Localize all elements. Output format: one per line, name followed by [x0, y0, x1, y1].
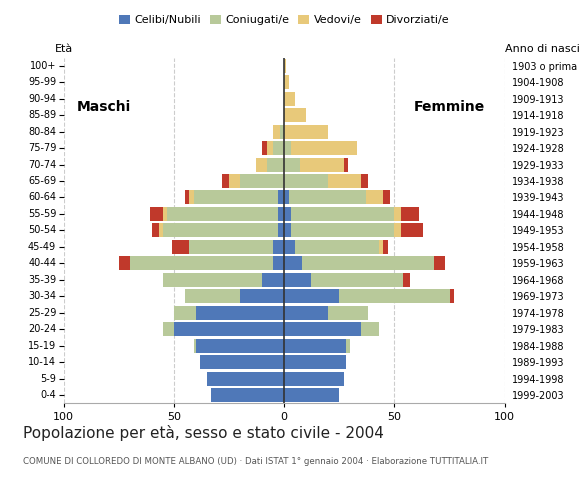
Bar [256, 157, 267, 171]
Text: Maschi: Maschi [77, 100, 130, 114]
Bar [284, 322, 361, 336]
Bar [311, 273, 403, 287]
Bar [163, 223, 278, 238]
Bar [163, 207, 168, 221]
Bar [194, 191, 278, 204]
Bar [284, 338, 346, 353]
Bar [450, 289, 454, 303]
Bar [278, 223, 284, 238]
Bar [119, 256, 130, 270]
Bar [196, 306, 284, 320]
Legend: Celibi/Nubili, Coniugati/e, Vedovi/e, Divorziati/e: Celibi/Nubili, Coniugati/e, Vedovi/e, Di… [119, 15, 450, 25]
Bar [174, 306, 196, 320]
Bar [130, 256, 273, 270]
Bar [300, 157, 344, 171]
Bar [212, 388, 284, 402]
Bar [185, 289, 240, 303]
Bar [284, 240, 295, 254]
Bar [394, 207, 401, 221]
Bar [207, 372, 284, 385]
Text: Femmine: Femmine [414, 100, 485, 114]
Bar [194, 338, 196, 353]
Bar [273, 256, 284, 270]
Bar [280, 125, 284, 139]
Bar [284, 388, 339, 402]
Bar [284, 157, 300, 171]
Bar [284, 273, 311, 287]
Bar [229, 174, 240, 188]
Bar [344, 157, 348, 171]
Bar [278, 191, 284, 204]
Bar [394, 223, 401, 238]
Bar [262, 273, 284, 287]
Bar [401, 207, 419, 221]
Bar [302, 256, 434, 270]
Bar [284, 372, 344, 385]
Bar [295, 240, 379, 254]
Bar [346, 338, 350, 353]
Bar [383, 240, 388, 254]
Bar [284, 174, 328, 188]
Bar [278, 207, 284, 221]
Bar [201, 355, 284, 369]
Bar [291, 223, 394, 238]
Bar [361, 322, 379, 336]
Bar [401, 223, 423, 238]
Bar [284, 141, 291, 155]
Text: COMUNE DI COLLOREDO DI MONTE ALBANO (UD) · Dati ISTAT 1° gennaio 2004 · Elaboraz: COMUNE DI COLLOREDO DI MONTE ALBANO (UD)… [23, 457, 488, 466]
Bar [284, 355, 346, 369]
Bar [174, 322, 284, 336]
Bar [190, 240, 273, 254]
Bar [223, 174, 229, 188]
Bar [152, 223, 158, 238]
Bar [403, 273, 410, 287]
Bar [284, 108, 306, 122]
Bar [267, 141, 273, 155]
Bar [289, 191, 366, 204]
Bar [163, 273, 262, 287]
Bar [267, 157, 284, 171]
Bar [284, 59, 287, 73]
Bar [240, 174, 284, 188]
Bar [291, 207, 394, 221]
Bar [284, 191, 289, 204]
Bar [284, 289, 339, 303]
Bar [168, 207, 278, 221]
Bar [383, 191, 390, 204]
Bar [284, 75, 289, 89]
Bar [150, 207, 163, 221]
Bar [196, 338, 284, 353]
Bar [339, 289, 450, 303]
Bar [291, 141, 357, 155]
Bar [284, 125, 328, 139]
Text: Età: Età [55, 44, 73, 54]
Bar [366, 191, 383, 204]
Bar [185, 191, 190, 204]
Bar [284, 207, 291, 221]
Bar [190, 191, 194, 204]
Bar [158, 223, 163, 238]
Bar [328, 306, 368, 320]
Text: Popolazione per età, sesso e stato civile - 2004: Popolazione per età, sesso e stato civil… [23, 425, 384, 441]
Bar [361, 174, 368, 188]
Bar [284, 223, 291, 238]
Bar [262, 141, 267, 155]
Bar [240, 289, 284, 303]
Bar [379, 240, 383, 254]
Text: Anno di nascita: Anno di nascita [505, 44, 580, 54]
Bar [284, 92, 295, 106]
Bar [273, 240, 284, 254]
Bar [434, 256, 445, 270]
Bar [328, 174, 361, 188]
Bar [163, 322, 174, 336]
Bar [172, 240, 190, 254]
Bar [273, 125, 280, 139]
Bar [284, 256, 302, 270]
Bar [273, 141, 284, 155]
Bar [284, 306, 328, 320]
